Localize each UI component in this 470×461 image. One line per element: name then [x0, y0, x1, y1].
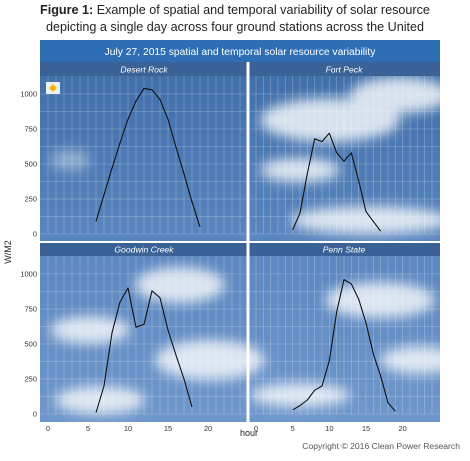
panel-title-strip [248, 62, 440, 76]
x-tick-label: 5 [291, 424, 295, 433]
caption-prefix: Figure 1: [40, 3, 94, 17]
y-tick-label: 250 [24, 375, 37, 384]
y-tick-label: 1000 [20, 90, 37, 99]
x-tick-label: 10 [124, 424, 132, 433]
series-line [292, 132, 382, 232]
chart-title: July 27, 2015 spatial and temporal solar… [105, 47, 377, 58]
y-tick-label: 750 [24, 305, 37, 314]
x-tick-label: 20 [398, 424, 406, 433]
series-line [292, 279, 396, 412]
y-tick-label: 750 [24, 125, 37, 134]
x-axis-label: hour [240, 428, 258, 438]
y-axis-label: W/M2 [3, 240, 13, 264]
panel-title: Penn State [323, 245, 366, 255]
x-tick-label: 0 [46, 424, 50, 433]
panel-title: Fort Peck [326, 65, 363, 75]
x-tick-label: 20 [204, 424, 212, 433]
panel-title-strip [40, 62, 248, 76]
x-tick-label: 10 [325, 424, 333, 433]
y-tick-label: 500 [24, 340, 37, 349]
panel-title-strip [40, 242, 248, 256]
cloud-layer [50, 77, 440, 414]
panel-title-strip [248, 242, 440, 256]
x-tick-label: 15 [362, 424, 370, 433]
series-line [95, 87, 201, 228]
y-tick-label: 0 [33, 410, 37, 419]
copyright-note: Copyright © 2016 Clean Power Research [302, 441, 460, 451]
x-tick-label: 15 [164, 424, 172, 433]
sun-icon [46, 82, 60, 94]
caption-line1: Example of spatial and temporal variabil… [96, 3, 430, 17]
x-tick-label: 0 [254, 424, 258, 433]
panel-title: Goodwin Creek [114, 245, 174, 255]
panel-title: Desert Rock [120, 65, 168, 75]
figure-caption: Figure 1: Example of spatial and tempora… [0, 2, 470, 36]
x-tick-label: 5 [86, 424, 90, 433]
y-tick-label: 0 [33, 230, 37, 239]
series-line [95, 287, 193, 413]
y-tick-label: 1000 [20, 270, 37, 279]
caption-line2: depicting a single day across four groun… [45, 20, 425, 34]
y-tick-label: 500 [24, 160, 37, 169]
title-banner [40, 40, 440, 62]
y-tick-label: 250 [24, 195, 37, 204]
